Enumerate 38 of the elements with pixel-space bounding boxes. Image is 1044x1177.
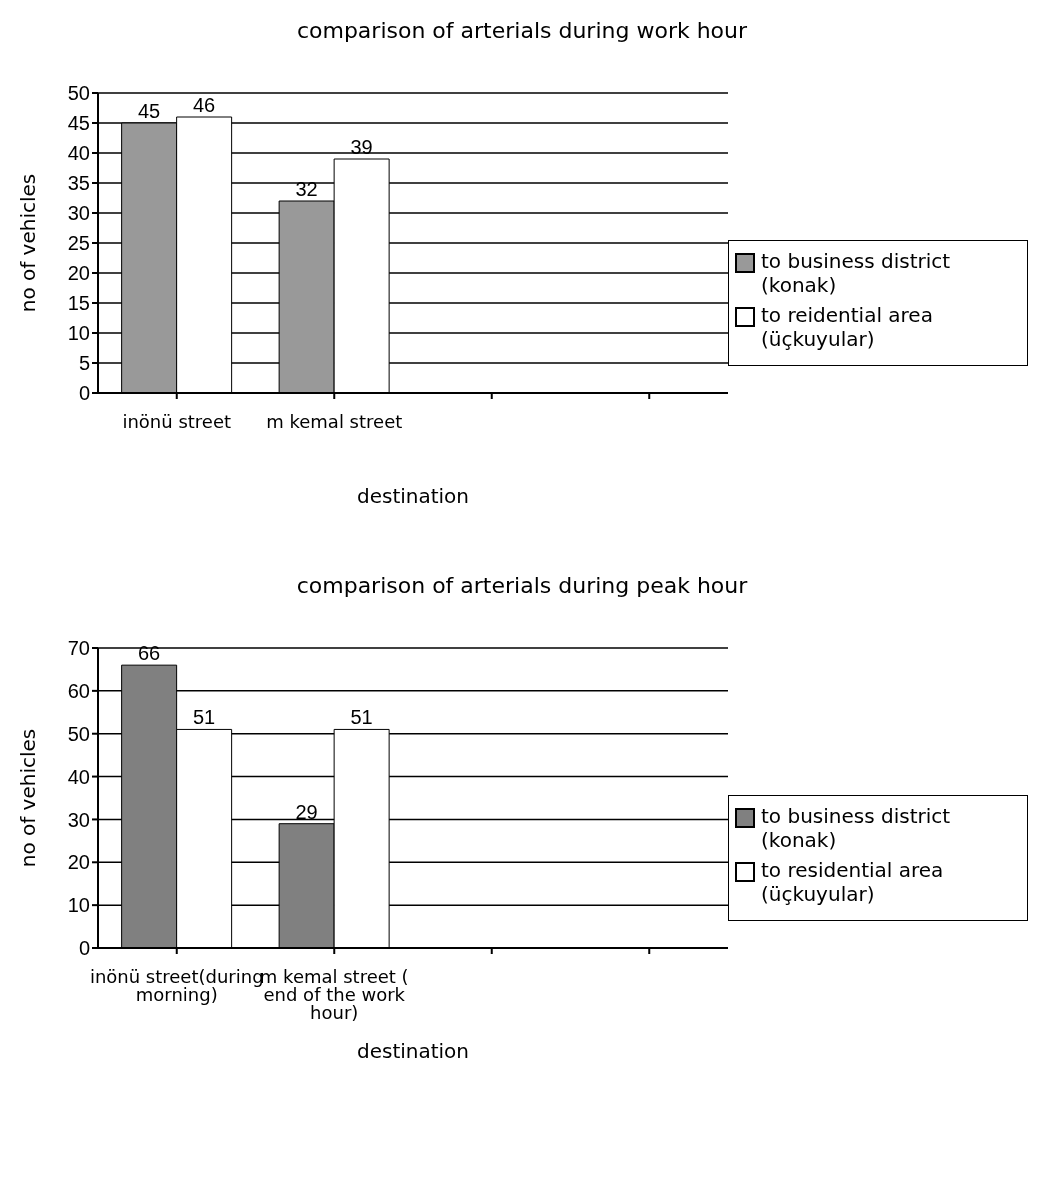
y-tick-label: 70 — [67, 637, 90, 660]
data-label: 32 — [295, 178, 318, 200]
data-label: 51 — [350, 706, 373, 729]
legend-label: to reidential area (üçkuyular) — [761, 303, 934, 351]
data-label: 46 — [193, 94, 216, 116]
y-tick-label: 45 — [67, 112, 90, 135]
legend-label: to business district (konak) — [761, 249, 952, 297]
y-tick-label: 0 — [78, 382, 90, 405]
x-tick-label: m kemal street — [266, 410, 403, 432]
y-tick-label: 30 — [67, 202, 90, 225]
y-tick-label: 20 — [67, 851, 90, 874]
chart-title: comparison of arterials during peak hour — [295, 573, 749, 598]
y-tick-label: 40 — [67, 142, 90, 165]
y-tick-label: 10 — [67, 322, 90, 345]
y-axis-title: no of vehicles — [16, 728, 41, 868]
y-tick-label: 0 — [78, 937, 90, 960]
x-axis-title: destination — [356, 1039, 470, 1063]
data-label: 66 — [138, 642, 161, 665]
y-tick-label: 5 — [78, 352, 90, 375]
y-tick-label: 10 — [67, 894, 90, 917]
legend-label: to business district (konak) — [761, 804, 952, 852]
y-tick-label: 15 — [67, 292, 90, 315]
data-label: 45 — [138, 100, 161, 122]
legend-label: to residential area (üçkuyular) — [761, 858, 945, 906]
y-tick-label: 25 — [67, 232, 90, 255]
x-tick-label: inönü street — [122, 410, 232, 432]
y-tick-label: 35 — [67, 172, 90, 195]
chart-title: comparison of arterials during work hour — [295, 18, 749, 43]
y-tick-label: 40 — [67, 765, 90, 788]
y-tick-label: 50 — [67, 722, 90, 745]
y-axis-title: no of vehicles — [16, 173, 41, 313]
y-tick-label: 20 — [67, 262, 90, 285]
y-tick-label: 50 — [67, 82, 90, 105]
x-axis-title: destination — [356, 484, 470, 508]
y-tick-label: 60 — [67, 679, 90, 702]
y-tick-label: 30 — [67, 808, 90, 831]
data-label: 51 — [193, 706, 216, 729]
data-label: 29 — [295, 800, 318, 823]
